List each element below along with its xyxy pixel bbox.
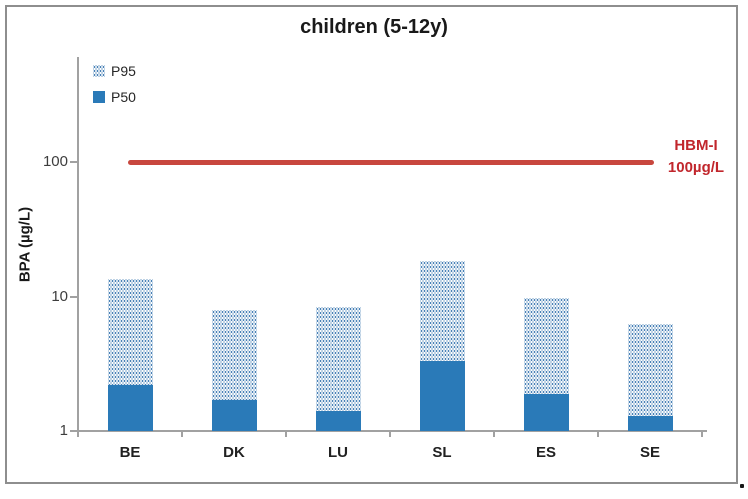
y-tick-10	[70, 295, 77, 298]
legend-swatch-p95	[93, 65, 105, 77]
bar-se-p50	[627, 415, 673, 431]
y-tick-label-1: 1	[59, 422, 68, 439]
x-tick-2	[285, 431, 287, 437]
bar-sl-p50	[419, 361, 465, 431]
reference-line-label: HBM-I 100µg/L	[653, 135, 739, 179]
x-label-sl: SL	[432, 444, 452, 461]
x-label-dk: DK	[223, 444, 245, 461]
x-tick-6	[701, 431, 703, 437]
bar-se-p95	[627, 324, 673, 431]
x-label-lu: LU	[328, 444, 348, 461]
stray-period-dot	[740, 484, 744, 488]
x-label-be: BE	[119, 444, 141, 461]
legend-item-p95: P95	[93, 58, 136, 84]
hbm-reference-line	[128, 159, 654, 165]
y-axis-line	[77, 57, 79, 435]
x-tick-3	[389, 431, 391, 437]
bar-es-p50	[523, 393, 569, 431]
x-label-se: SE	[639, 444, 660, 461]
legend-label-p50: P50	[111, 89, 136, 105]
reference-line-label-line1: HBM-I	[674, 137, 718, 154]
bar-dk-p50	[211, 400, 257, 431]
legend: P95 P50	[93, 58, 136, 110]
bar-be-p50	[107, 384, 153, 431]
chart-title: children (5-12y)	[300, 16, 448, 38]
y-tick-label-100: 100	[42, 153, 68, 170]
bar-lu-p95	[315, 307, 361, 431]
x-tick-1	[181, 431, 183, 437]
x-tick-4	[493, 431, 495, 437]
x-axis-line	[77, 430, 707, 432]
y-tick-label-10: 10	[51, 287, 68, 305]
bar-lu-p50	[315, 411, 361, 431]
legend-label-p95: P95	[111, 63, 136, 79]
x-label-es: ES	[535, 444, 556, 461]
x-tick-5	[597, 431, 599, 437]
legend-swatch-p50	[93, 91, 105, 103]
reference-line-label-line2: 100µg/L	[667, 159, 725, 176]
x-tick-0	[77, 431, 79, 437]
y-tick-100	[70, 161, 77, 163]
legend-item-p50: P50	[93, 84, 136, 110]
y-tick-1	[70, 430, 77, 432]
